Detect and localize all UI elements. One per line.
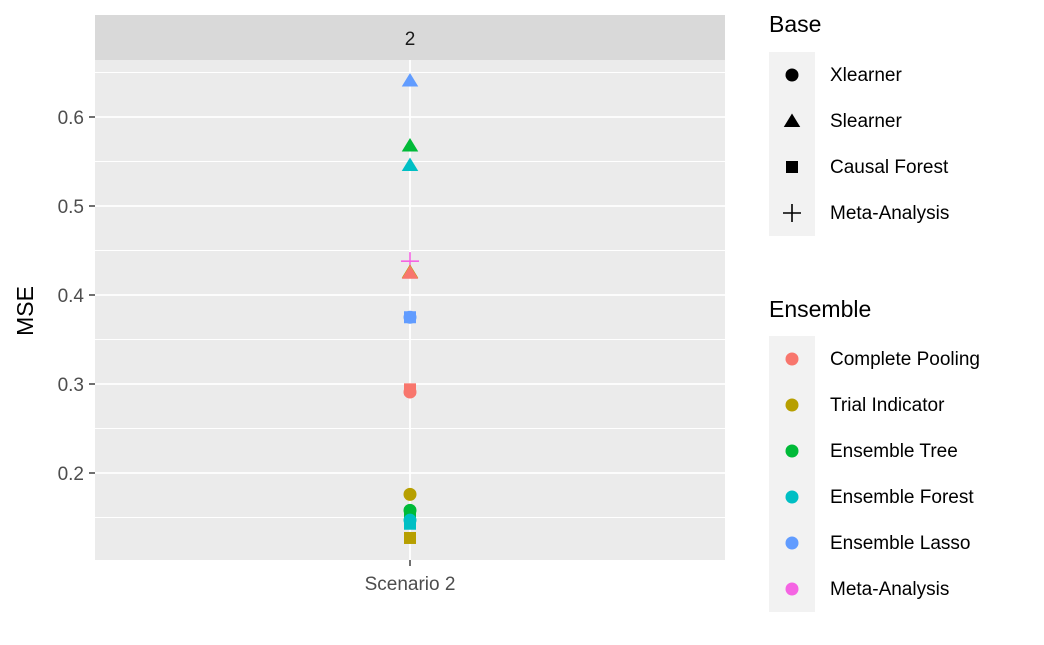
legend-base-title: Base	[769, 11, 821, 37]
legend-base-label-xlearner: Xlearner	[830, 65, 902, 86]
y-tick-label: 0.6	[58, 108, 84, 129]
legend-base-key-slearner	[783, 113, 801, 127]
legend-base-label-slearner: Slearner	[830, 111, 902, 132]
legend-base-keys	[783, 68, 801, 222]
legend-ensemble-label-meta-analysis: Meta-Analysis	[830, 579, 949, 600]
y-axis-title: MSE	[12, 286, 38, 336]
legend-ensemble-title: Ensemble	[769, 296, 871, 322]
legend-ensemble-label-trial-indicator: Trial Indicator	[830, 395, 945, 416]
point-causal-forest-ensemble-forest	[404, 517, 416, 530]
axis-layer: 0.2 0.3 0.4 0.5 0.6 Scenario 2	[58, 108, 456, 595]
point-slearner-ensemble-lasso	[401, 73, 419, 87]
point-slearner-ensemble-forest	[401, 157, 419, 172]
legend-ensemble-key-ensemble-lasso	[785, 536, 799, 550]
legend-base-key-meta-analysis	[783, 204, 801, 222]
y-tick-label: 0.5	[58, 197, 84, 218]
legend-ensemble-key-ensemble-tree	[785, 444, 799, 458]
point-slearner-complete-pooling	[401, 265, 419, 279]
legend-ensemble-label-ensemble-tree: Ensemble Tree	[830, 441, 958, 462]
point-layer	[401, 73, 419, 544]
point-causal-forest-trial-indicator	[404, 531, 416, 544]
legend-ensemble-label-complete-pooling: Complete Pooling	[830, 349, 980, 370]
x-tick-label: Scenario 2	[365, 574, 456, 595]
point-slearner-ensemble-tree	[401, 137, 419, 152]
y-tick-label: 0.2	[58, 464, 84, 485]
legend-base-key-causal-forest	[786, 161, 798, 173]
legend-base-label-causal-forest: Causal Forest	[830, 157, 949, 178]
legend-ensemble-label-ensemble-forest: Ensemble Forest	[830, 487, 974, 508]
legend-ensemble-key-trial-indicator	[785, 398, 799, 412]
legend-ensemble-keys-background	[769, 336, 815, 612]
point-causal-forest-ensemble-lasso	[404, 311, 416, 324]
y-tick-label: 0.4	[58, 286, 85, 307]
legend-ensemble-keys	[785, 352, 799, 596]
point-xlearner-complete-pooling	[403, 385, 417, 399]
legend-ensemble-key-ensemble-forest	[785, 490, 799, 504]
legend-ensemble-label-ensemble-lasso: Ensemble Lasso	[830, 533, 970, 554]
legend-base-label-meta-analysis: Meta-Analysis	[830, 203, 949, 224]
point-xlearner-trial-indicator	[403, 487, 417, 501]
legend-ensemble-key-complete-pooling	[785, 352, 799, 366]
facet-strip	[95, 15, 725, 60]
facet-strip-label: 2	[405, 29, 416, 50]
y-tick-label: 0.3	[58, 375, 84, 396]
legend-ensemble-key-meta-analysis	[785, 582, 799, 596]
legend-base-key-xlearner	[785, 68, 799, 82]
